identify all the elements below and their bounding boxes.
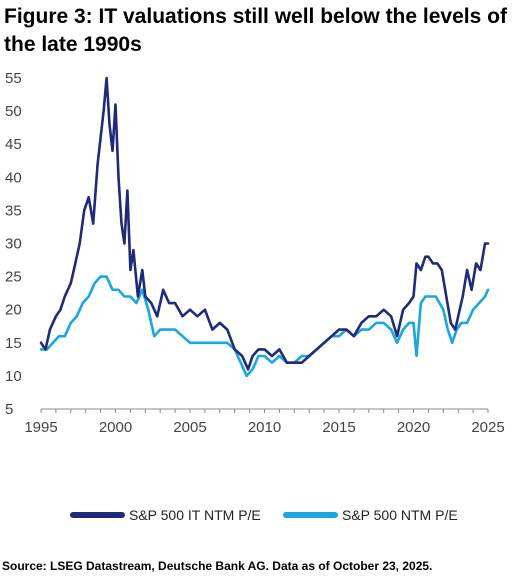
legend-label-sp: S&P 500 NTM P/E bbox=[342, 507, 458, 523]
x-tick-label: 1995 bbox=[24, 419, 57, 436]
source-note: Source: LSEG Datastream, Deutsche Bank A… bbox=[2, 559, 433, 573]
x-tick-label: 2000 bbox=[99, 419, 132, 436]
series-line-sp500-pe bbox=[39, 275, 490, 378]
y-tick-label: 5 bbox=[5, 401, 13, 418]
legend-item-sp: S&P 500 NTM P/E bbox=[283, 507, 458, 523]
x-tick-label: 2005 bbox=[173, 419, 206, 436]
y-tick-label: 20 bbox=[5, 302, 22, 319]
x-tick-label: 2025 bbox=[471, 419, 504, 436]
x-axis: 1995 2000 2005 2010 2015 2020 2025 bbox=[24, 408, 505, 436]
legend-swatch-it bbox=[70, 512, 125, 518]
y-tick-label: 45 bbox=[5, 136, 22, 153]
x-tick-label: 2010 bbox=[248, 419, 281, 436]
y-tick-label: 50 bbox=[5, 103, 22, 120]
legend-label-it: S&P 500 IT NTM P/E bbox=[129, 507, 261, 523]
legend: S&P 500 IT NTM P/E S&P 500 NTM P/E bbox=[0, 507, 529, 527]
y-tick-label: 30 bbox=[5, 236, 22, 253]
y-tick-label: 35 bbox=[5, 202, 22, 219]
y-tick-label: 25 bbox=[5, 269, 22, 286]
x-tick-label: 2020 bbox=[397, 419, 430, 436]
y-tick-label: 40 bbox=[5, 169, 22, 186]
legend-item-it: S&P 500 IT NTM P/E bbox=[70, 507, 261, 523]
y-tick-label: 55 bbox=[5, 70, 22, 87]
legend-swatch-sp bbox=[283, 512, 338, 518]
y-tick-label: 15 bbox=[5, 335, 22, 352]
series-line-it-pe bbox=[39, 76, 490, 371]
y-axis: 5 10 15 20 25 30 35 40 45 50 55 bbox=[5, 70, 22, 418]
plot-area bbox=[39, 76, 490, 378]
chart-title: Figure 3: IT valuations still well below… bbox=[4, 5, 507, 56]
y-tick-label: 10 bbox=[5, 368, 22, 385]
x-tick-label: 2015 bbox=[322, 419, 355, 436]
